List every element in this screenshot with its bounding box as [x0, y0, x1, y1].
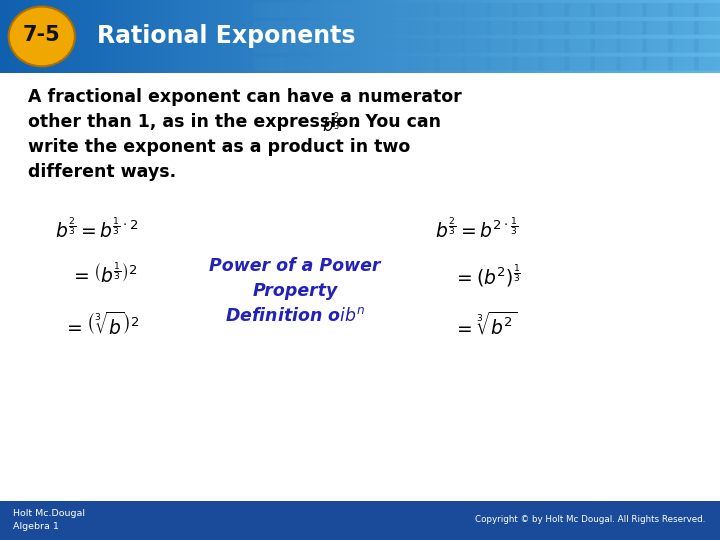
FancyBboxPatch shape [590, 57, 621, 71]
FancyBboxPatch shape [668, 21, 698, 35]
FancyBboxPatch shape [253, 21, 284, 35]
Text: write the exponent as a product in two: write the exponent as a product in two [28, 138, 410, 156]
Ellipse shape [9, 6, 75, 66]
FancyBboxPatch shape [668, 39, 698, 53]
FancyBboxPatch shape [513, 39, 543, 53]
FancyBboxPatch shape [331, 21, 361, 35]
Text: 7-5: 7-5 [23, 25, 60, 45]
FancyBboxPatch shape [668, 57, 698, 71]
FancyBboxPatch shape [513, 57, 543, 71]
FancyBboxPatch shape [435, 57, 465, 71]
FancyBboxPatch shape [331, 39, 361, 53]
FancyBboxPatch shape [642, 3, 672, 17]
FancyBboxPatch shape [357, 39, 387, 53]
FancyBboxPatch shape [383, 21, 413, 35]
FancyBboxPatch shape [305, 21, 336, 35]
Text: $= \left(\sqrt[3]{b}\right)^{2}$: $= \left(\sqrt[3]{b}\right)^{2}$ [63, 312, 140, 339]
FancyBboxPatch shape [590, 3, 621, 17]
Text: other than 1, as in the expression: other than 1, as in the expression [28, 113, 361, 131]
Text: Power of a Power
Property: Power of a Power Property [210, 257, 381, 300]
FancyBboxPatch shape [616, 39, 647, 53]
Text: $b^{\frac{2}{3}} = b^{\frac{1}{3} \cdot 2}$: $b^{\frac{2}{3}} = b^{\frac{1}{3} \cdot … [55, 217, 139, 242]
FancyBboxPatch shape [305, 57, 336, 71]
FancyBboxPatch shape [435, 39, 465, 53]
FancyBboxPatch shape [564, 39, 595, 53]
Text: Holt Mc.Dougal
Algebra 1: Holt Mc.Dougal Algebra 1 [13, 509, 85, 530]
FancyBboxPatch shape [409, 57, 439, 71]
Text: . You can: . You can [353, 113, 441, 131]
Text: Copyright © by Holt Mc Dougal. All Rights Reserved.: Copyright © by Holt Mc Dougal. All Right… [475, 515, 706, 524]
FancyBboxPatch shape [487, 39, 517, 53]
FancyBboxPatch shape [305, 39, 336, 53]
FancyBboxPatch shape [305, 3, 336, 17]
FancyBboxPatch shape [564, 21, 595, 35]
FancyBboxPatch shape [383, 39, 413, 53]
FancyBboxPatch shape [694, 39, 720, 53]
FancyBboxPatch shape [487, 3, 517, 17]
FancyBboxPatch shape [487, 57, 517, 71]
FancyBboxPatch shape [539, 39, 569, 53]
FancyBboxPatch shape [461, 3, 491, 17]
Text: $b^{\frac{2}{3}} = b^{2 \cdot \frac{1}{3}}$: $b^{\frac{2}{3}} = b^{2 \cdot \frac{1}{3… [435, 217, 518, 242]
Text: Rational Exponents: Rational Exponents [97, 24, 356, 49]
Text: $= \left(b^{\frac{1}{3}}\right)^{2}$: $= \left(b^{\frac{1}{3}}\right)^{2}$ [70, 262, 138, 287]
FancyBboxPatch shape [616, 57, 647, 71]
FancyBboxPatch shape [279, 21, 310, 35]
FancyBboxPatch shape [253, 3, 284, 17]
FancyBboxPatch shape [642, 21, 672, 35]
FancyBboxPatch shape [409, 3, 439, 17]
FancyBboxPatch shape [539, 3, 569, 17]
FancyBboxPatch shape [253, 39, 284, 53]
FancyBboxPatch shape [409, 21, 439, 35]
FancyBboxPatch shape [668, 3, 698, 17]
FancyBboxPatch shape [539, 21, 569, 35]
FancyBboxPatch shape [642, 57, 672, 71]
FancyBboxPatch shape [564, 3, 595, 17]
Text: different ways.: different ways. [28, 163, 176, 180]
Text: $= \sqrt[3]{b^2}$: $= \sqrt[3]{b^2}$ [453, 312, 517, 339]
FancyBboxPatch shape [279, 39, 310, 53]
FancyBboxPatch shape [539, 57, 569, 71]
FancyBboxPatch shape [642, 39, 672, 53]
FancyBboxPatch shape [253, 57, 284, 71]
FancyBboxPatch shape [279, 3, 310, 17]
FancyBboxPatch shape [357, 21, 387, 35]
FancyBboxPatch shape [461, 57, 491, 71]
FancyBboxPatch shape [435, 21, 465, 35]
Text: A fractional exponent can have a numerator: A fractional exponent can have a numerat… [28, 88, 462, 106]
FancyBboxPatch shape [435, 3, 465, 17]
FancyBboxPatch shape [487, 21, 517, 35]
FancyBboxPatch shape [616, 21, 647, 35]
FancyBboxPatch shape [461, 21, 491, 35]
FancyBboxPatch shape [357, 57, 387, 71]
FancyBboxPatch shape [513, 21, 543, 35]
FancyBboxPatch shape [409, 39, 439, 53]
FancyBboxPatch shape [383, 57, 413, 71]
FancyBboxPatch shape [461, 39, 491, 53]
FancyBboxPatch shape [694, 57, 720, 71]
FancyBboxPatch shape [616, 3, 647, 17]
Text: Definition o$\mathit{ib}^{n}$: Definition o$\mathit{ib}^{n}$ [225, 307, 365, 325]
FancyBboxPatch shape [694, 21, 720, 35]
FancyBboxPatch shape [564, 57, 595, 71]
FancyBboxPatch shape [590, 21, 621, 35]
FancyBboxPatch shape [590, 39, 621, 53]
FancyBboxPatch shape [513, 3, 543, 17]
Text: $b^{\frac{2}{3}}$: $b^{\frac{2}{3}}$ [322, 112, 341, 136]
Text: $= \left(b^{2}\right)^{\frac{1}{3}}$: $= \left(b^{2}\right)^{\frac{1}{3}}$ [453, 262, 521, 288]
FancyBboxPatch shape [331, 3, 361, 17]
FancyBboxPatch shape [331, 57, 361, 71]
FancyBboxPatch shape [694, 3, 720, 17]
FancyBboxPatch shape [279, 57, 310, 71]
FancyBboxPatch shape [357, 3, 387, 17]
FancyBboxPatch shape [383, 3, 413, 17]
